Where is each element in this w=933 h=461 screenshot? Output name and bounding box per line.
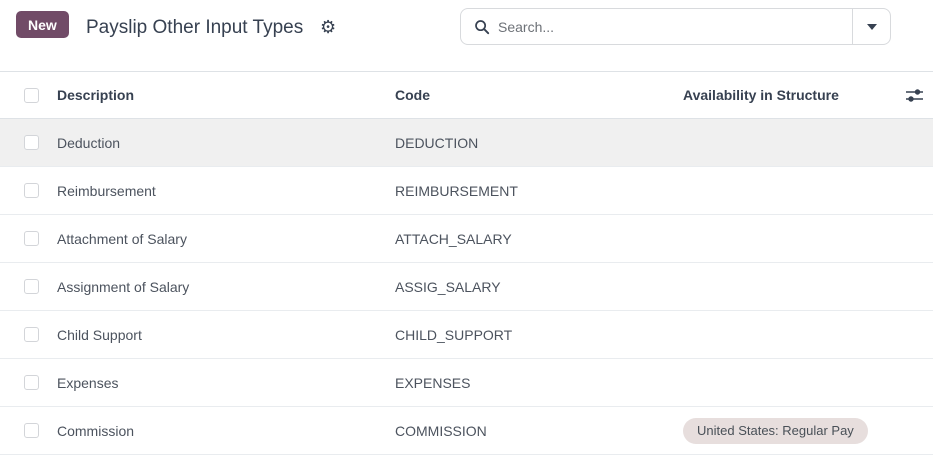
row-checkbox[interactable] [24, 375, 39, 390]
cell-availability: United States: Regular Pay [683, 417, 905, 444]
cell-code: ATTACH_SALARY [395, 230, 512, 247]
row-checkbox-cell [0, 423, 57, 438]
table-body: Deduction DEDUCTION Reimbursement REIMBU… [0, 119, 933, 455]
control-panel: New Payslip Other Input Types ⚙ [0, 0, 933, 71]
list-table: Description Code Availability in Structu… [0, 71, 933, 455]
row-checkbox-cell [0, 327, 57, 342]
cell-code: REIMBURSEMENT [395, 182, 518, 199]
cell-description: Commission [57, 422, 135, 439]
row-checkbox[interactable] [24, 183, 39, 198]
table-row[interactable]: Reimbursement REIMBURSEMENT [0, 167, 933, 215]
row-checkbox[interactable] [24, 135, 39, 150]
row-checkbox-cell [0, 279, 57, 294]
column-header-code[interactable]: Code [395, 87, 430, 103]
table-row[interactable]: Expenses EXPENSES [0, 359, 933, 407]
table-row[interactable]: Commission COMMISSION United States: Reg… [0, 407, 933, 455]
chevron-down-icon [866, 23, 877, 30]
gear-icon[interactable]: ⚙ [320, 17, 337, 37]
search-icon [474, 19, 490, 35]
table-row[interactable]: Attachment of Salary ATTACH_SALARY [0, 215, 933, 263]
cell-description: Attachment of Salary [57, 230, 187, 247]
row-checkbox[interactable] [24, 279, 39, 294]
cell-description: Deduction [57, 134, 121, 151]
search-dropdown-toggle[interactable] [852, 9, 890, 44]
row-checkbox[interactable] [24, 231, 39, 246]
new-button[interactable]: New [16, 11, 69, 38]
search-input[interactable] [490, 9, 852, 44]
table-row[interactable]: Child Support CHILD_SUPPORT [0, 311, 933, 359]
column-header-description[interactable]: Description [57, 87, 135, 103]
row-checkbox-cell [0, 375, 57, 390]
table-header-row: Description Code Availability in Structu… [0, 72, 933, 119]
cell-code: DEDUCTION [395, 134, 479, 151]
cell-description: Child Support [57, 326, 142, 343]
column-header-availability[interactable]: Availability in Structure [683, 87, 839, 103]
header-end-cell [905, 87, 933, 104]
table-row[interactable]: Deduction DEDUCTION [0, 119, 933, 167]
search-bar[interactable] [460, 8, 891, 45]
availability-badge: United States: Regular Pay [683, 417, 868, 444]
cell-code: EXPENSES [395, 374, 471, 391]
cell-code: ASSIG_SALARY [395, 278, 501, 295]
cell-description: Expenses [57, 374, 119, 391]
row-checkbox-cell [0, 231, 57, 246]
cell-description: Assignment of Salary [57, 278, 190, 295]
row-checkbox[interactable] [24, 327, 39, 342]
select-all-checkbox[interactable] [24, 87, 39, 103]
page-title: Payslip Other Input Types [86, 17, 304, 38]
header-checkbox-cell [0, 87, 57, 103]
row-checkbox-cell [0, 135, 57, 150]
row-checkbox[interactable] [24, 423, 39, 438]
row-checkbox-cell [0, 183, 57, 198]
optional-columns-icon[interactable] [905, 87, 924, 104]
cell-code: CHILD_SUPPORT [395, 326, 513, 343]
cell-code: COMMISSION [395, 422, 487, 439]
cell-description: Reimbursement [57, 182, 156, 199]
table-row[interactable]: Assignment of Salary ASSIG_SALARY [0, 263, 933, 311]
